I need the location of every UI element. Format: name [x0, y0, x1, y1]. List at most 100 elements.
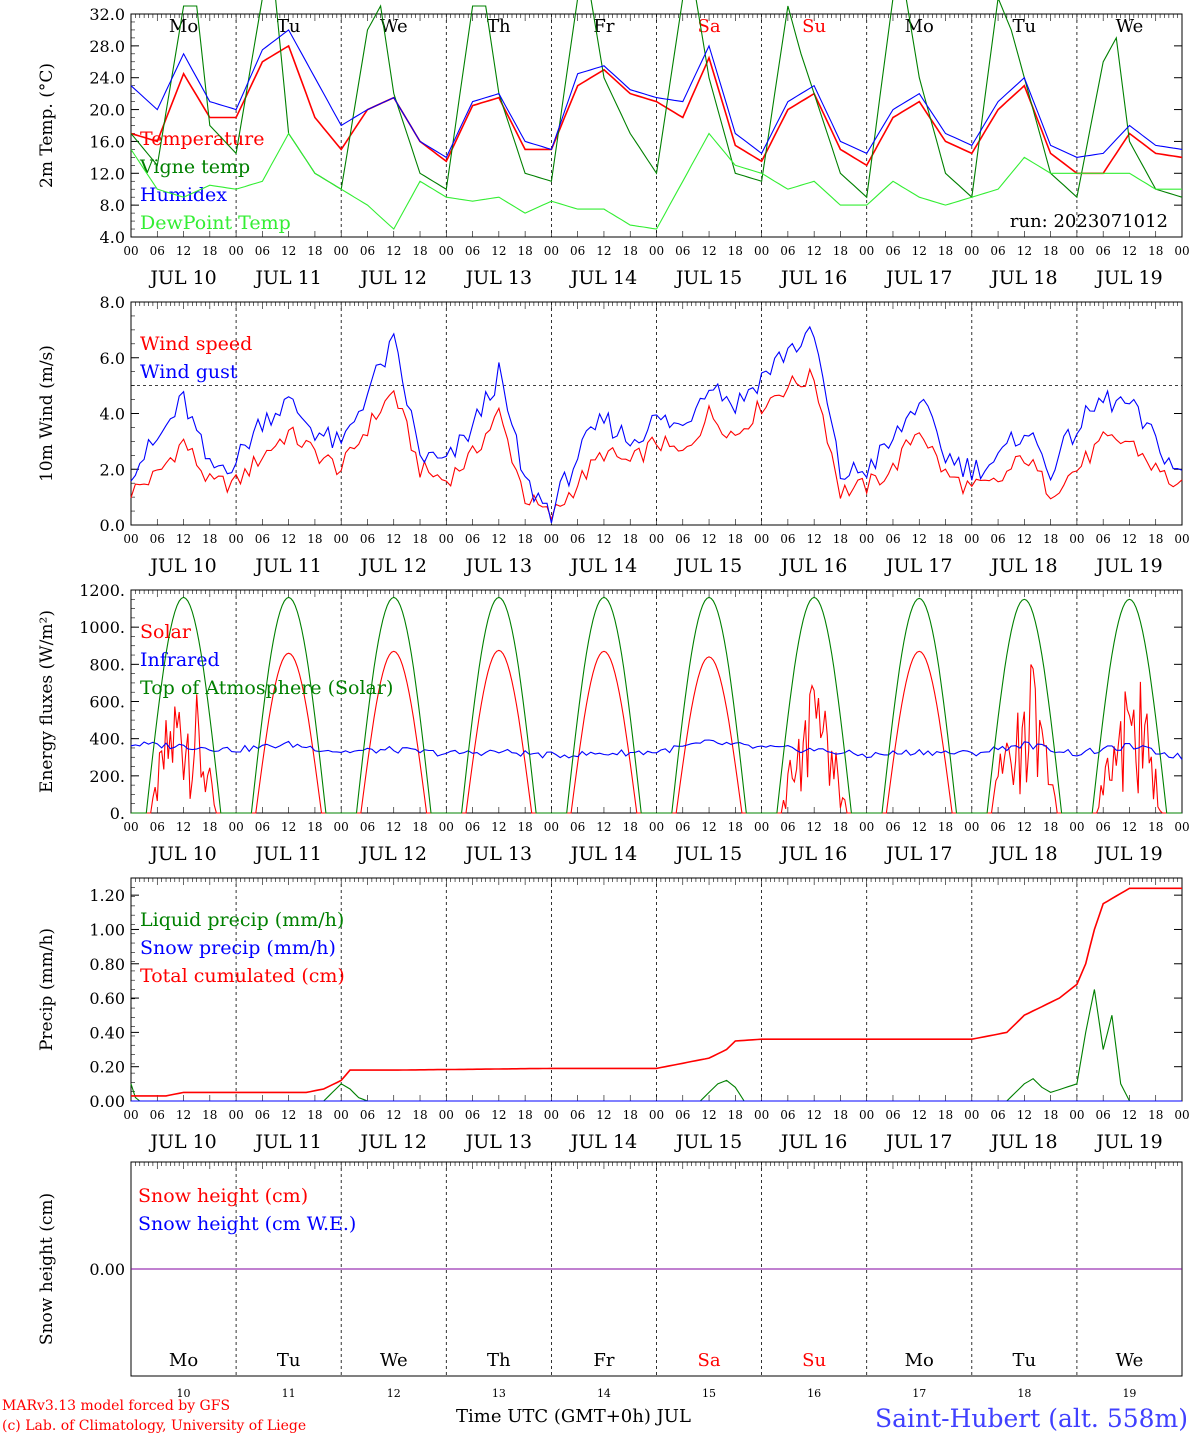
- date-label: JUL 10: [148, 843, 216, 865]
- date-label: JUL 13: [464, 267, 532, 289]
- lab-credit: (c) Lab. of Climatology, University of L…: [2, 1418, 307, 1434]
- hour-label: 18: [202, 820, 217, 834]
- hour-label: 18: [833, 820, 848, 834]
- day-number-label: 16: [807, 1387, 821, 1400]
- hour-label: 06: [255, 244, 270, 258]
- hour-label: 06: [360, 820, 375, 834]
- hour-label: 12: [596, 532, 611, 546]
- hour-label: 18: [1148, 1108, 1163, 1122]
- y-tick-label: 0.60: [89, 989, 125, 1008]
- weekday-label: Fr: [593, 1350, 614, 1371]
- y-tick-label: 24.0: [89, 69, 125, 88]
- hour-label: 00: [439, 532, 454, 546]
- hour-label: 12: [386, 532, 401, 546]
- hour-label: 06: [570, 532, 585, 546]
- date-label: JUL 14: [569, 1131, 637, 1153]
- hour-label: 18: [517, 532, 532, 546]
- y-tick-label: 0.20: [89, 1058, 125, 1077]
- weekday-label: Su: [802, 1350, 826, 1371]
- y-tick-label: 0.: [110, 804, 125, 823]
- hour-label: 18: [412, 244, 427, 258]
- hour-label: 12: [912, 244, 927, 258]
- date-label: JUL 19: [1094, 555, 1162, 577]
- weekday-label: Tu: [277, 16, 301, 37]
- hour-label: 06: [885, 532, 900, 546]
- hour-label: 12: [176, 244, 191, 258]
- hour-label: 18: [412, 1108, 427, 1122]
- hour-label: 06: [360, 1108, 375, 1122]
- station-name: Saint-Hubert (alt. 558m): [874, 1404, 1188, 1433]
- weekday-label: Tu: [1013, 1350, 1037, 1371]
- hour-label: 18: [833, 532, 848, 546]
- date-label: JUL 14: [569, 555, 637, 577]
- weekday-label: Mo: [905, 1350, 934, 1371]
- hour-label: 06: [255, 1108, 270, 1122]
- hour-label: 18: [1043, 244, 1058, 258]
- legend-top-of-atmosphere-solar-: Top of Atmosphere (Solar): [140, 677, 393, 699]
- hour-label: 00: [964, 820, 979, 834]
- date-label: JUL 13: [464, 843, 532, 865]
- hour-label: 00: [1174, 244, 1189, 258]
- hour-label: 12: [491, 1108, 506, 1122]
- hour-label: 12: [176, 532, 191, 546]
- hour-label: 00: [544, 244, 559, 258]
- date-label: JUL 11: [253, 555, 321, 577]
- hour-label: 06: [1096, 244, 1111, 258]
- hour-label: 18: [1148, 532, 1163, 546]
- date-label: JUL 17: [884, 1131, 952, 1153]
- hour-label: 18: [307, 532, 322, 546]
- hour-label: 12: [386, 244, 401, 258]
- hour-label: 12: [701, 1108, 716, 1122]
- hour-label: 12: [596, 1108, 611, 1122]
- hour-label: 12: [1122, 820, 1137, 834]
- hour-label: 06: [990, 820, 1005, 834]
- series-line-temperature: [130, 44, 1183, 175]
- hour-label: 06: [255, 820, 270, 834]
- hour-label: 12: [912, 532, 927, 546]
- hour-label: 18: [623, 244, 638, 258]
- hour-label: 00: [859, 244, 874, 258]
- hour-label: 00: [544, 1108, 559, 1122]
- hour-label: 00: [754, 1108, 769, 1122]
- hour-label: 06: [1096, 1108, 1111, 1122]
- hour-label: 06: [780, 532, 795, 546]
- date-label: JUL 13: [464, 555, 532, 577]
- legend-snow-precip-mm-h-: Snow precip (mm/h): [140, 937, 336, 959]
- hour-label: 12: [912, 820, 927, 834]
- hour-label: 00: [123, 1108, 138, 1122]
- hour-label: 12: [491, 820, 506, 834]
- hour-label: 18: [1148, 244, 1163, 258]
- hour-label: 06: [465, 244, 480, 258]
- day-number-label: 15: [702, 1387, 716, 1400]
- hour-label: 06: [360, 532, 375, 546]
- hour-label: 00: [544, 820, 559, 834]
- weekday-label: Tu: [277, 1350, 301, 1371]
- series-line-dewpoint-temp: [130, 132, 1182, 230]
- day-number-label: 17: [912, 1387, 926, 1400]
- hour-label: 00: [859, 1108, 874, 1122]
- y-tick-label: 4.0: [100, 405, 125, 424]
- hour-label: 00: [1069, 1108, 1084, 1122]
- y-tick-label: 8.0: [100, 293, 125, 312]
- day-number-label: 18: [1017, 1387, 1031, 1400]
- hour-label: 06: [1096, 532, 1111, 546]
- hour-label: 00: [859, 820, 874, 834]
- hour-label: 12: [1122, 1108, 1137, 1122]
- hour-label: 18: [307, 1108, 322, 1122]
- y-tick-label: 1000.: [79, 618, 125, 637]
- weekday-label: Sa: [698, 1350, 721, 1371]
- hour-label: 00: [649, 532, 664, 546]
- hour-label: 12: [807, 820, 822, 834]
- series-line-wind-gust: [130, 325, 1183, 524]
- date-label: JUL 13: [464, 1131, 532, 1153]
- hour-label: 06: [150, 1108, 165, 1122]
- hour-label: 00: [964, 1108, 979, 1122]
- hour-label: 12: [1017, 244, 1032, 258]
- y-tick-label: 20.0: [89, 101, 125, 120]
- hour-label: 18: [412, 532, 427, 546]
- hour-label: 06: [465, 1108, 480, 1122]
- hour-label: 00: [228, 532, 243, 546]
- hour-label: 12: [1122, 532, 1137, 546]
- date-label: JUL 16: [779, 267, 847, 289]
- hour-label: 12: [281, 244, 296, 258]
